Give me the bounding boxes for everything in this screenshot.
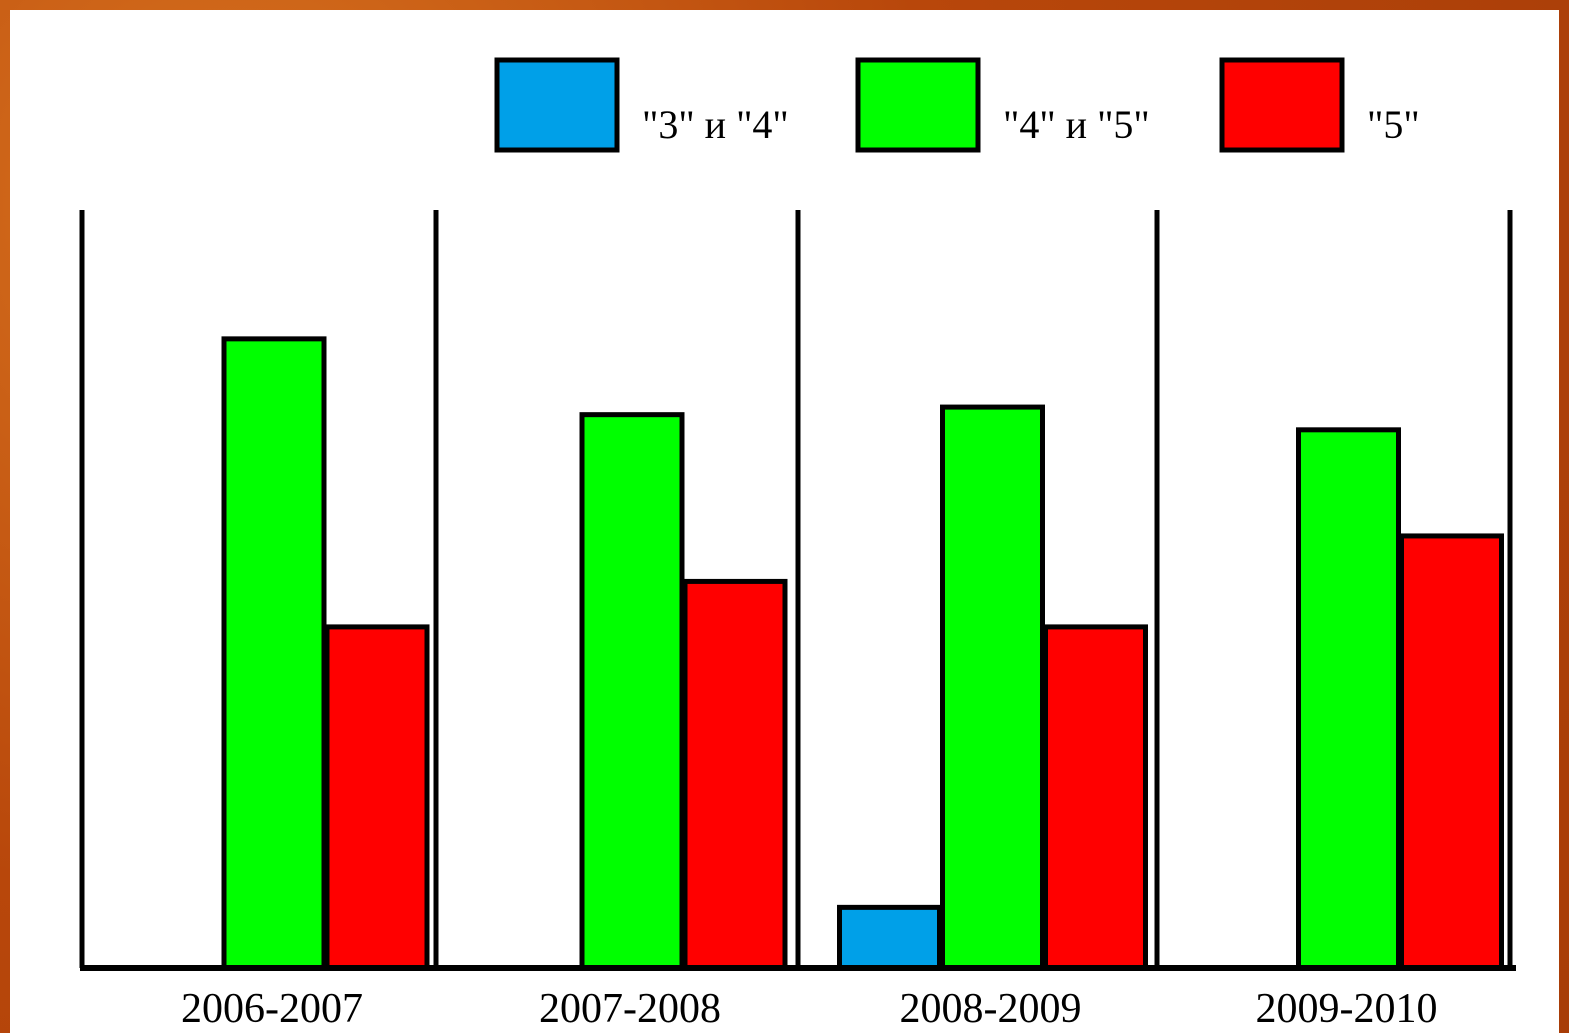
bar-2-series-3 [682,578,788,971]
category-dividers [79,210,1513,968]
bar-1-series-2 [221,336,327,971]
x-tick-label-1: 2006-2007 [181,986,363,1032]
bar-chart: "3" и "4" "4" и "5" "5" 2006-2007 2007-2008… [79,57,1516,1032]
bar-2-series-2 [579,412,685,971]
bar-1-series-3 [324,624,430,971]
x-tick-label-3: 2008-2009 [900,986,1082,1032]
legend-label-2: "4" и "5" [1003,102,1150,147]
bar-3-series-3 [1043,624,1148,971]
slide-canvas: "3" и "4" "4" и "5" "5" 2006-2007 2007-2008… [10,10,1559,1033]
legend-swatch-2 [855,57,981,153]
legend-label-3: "5" [1367,102,1420,147]
x-axis-tick-labels: 2006-2007 2007-2008 2008-2009 2009-2010 [181,986,1438,1032]
x-tick-label-4: 2009-2010 [1256,986,1438,1032]
legend-swatch-1 [494,57,620,153]
bar-4-series-3 [1399,533,1504,971]
chart-bars [221,336,1504,971]
chart-legend: "3" и "4" "4" и "5" "5" [494,57,1420,153]
legend-swatch-3 [1219,57,1345,153]
bar-4-series-2 [1296,427,1401,971]
bar-3-series-1 [837,904,942,971]
x-tick-label-2: 2007-2008 [539,986,721,1032]
bar-3-series-2 [940,404,1045,971]
legend-label-1: "3" и "4" [642,102,789,147]
